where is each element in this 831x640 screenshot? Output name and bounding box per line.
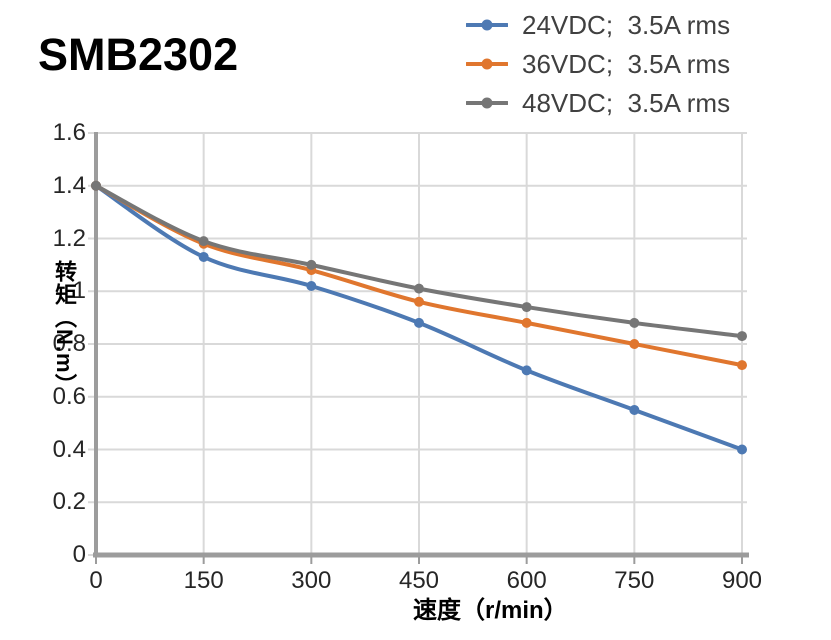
x-tick-label: 300: [291, 567, 332, 594]
chart-title: SMB2302: [38, 29, 239, 80]
y-tick-label: 1.2: [52, 224, 86, 252]
legend-label: 24VDC; 3.5A rms: [522, 9, 731, 40]
data-point-series-2: [629, 317, 640, 328]
data-point-series-2: [306, 259, 317, 270]
x-tick-label: 900: [721, 567, 763, 594]
data-point-series-2: [91, 180, 101, 191]
data-point-series-0: [629, 404, 640, 415]
x-axis-title: 速度（r/min）: [413, 597, 568, 624]
legend-line-marker-icon: [466, 97, 508, 108]
data-point-series-0: [306, 280, 317, 291]
legend: 24VDC; 3.5A rms 36VDC; 3.5A rms 48VDC; 3…: [466, 5, 730, 122]
y-tick-label: 1.4: [52, 171, 86, 199]
legend-item-24vdc: 24VDC; 3.5A rms: [466, 5, 730, 44]
y-tick-label: 0.4: [52, 435, 86, 463]
x-tick-label: 150: [183, 567, 224, 594]
y-tick-label: 1: [72, 277, 86, 305]
y-tick-label: 0.2: [52, 488, 86, 516]
data-point-series-0: [521, 365, 532, 376]
legend-item-48vdc: 48VDC; 3.5A rms: [466, 83, 730, 122]
data-point-series-0: [198, 251, 209, 262]
data-point-series-2: [198, 236, 209, 247]
legend-line-marker-icon: [466, 58, 508, 69]
data-point-series-0: [737, 444, 747, 455]
data-point-series-0: [414, 317, 424, 328]
y-axis-title: 转矩（N.m）: [52, 260, 77, 397]
data-point-series-1: [737, 360, 747, 371]
legend-label: 48VDC; 3.5A rms: [522, 87, 731, 118]
data-point-series-1: [414, 296, 424, 307]
data-point-series-1: [629, 339, 640, 349]
legend-item-36vdc: 36VDC; 3.5A rms: [466, 44, 730, 83]
x-tick-label: 600: [506, 567, 547, 594]
data-point-series-2: [414, 283, 424, 294]
data-point-series-2: [521, 302, 532, 313]
data-point-series-2: [737, 331, 747, 342]
x-tick-label: 0: [89, 567, 103, 594]
legend-label: 36VDC; 3.5A rms: [522, 48, 731, 79]
x-tick-label: 750: [614, 567, 655, 594]
y-tick-label: 0.6: [52, 382, 86, 410]
y-axis-tick-labels: 0 0.2 0.4 0.6 0.8 1 1.2 1.4 1.6: [0, 0, 86, 640]
x-tick-label: 450: [398, 567, 440, 594]
y-tick-label: 1.6: [52, 119, 86, 146]
y-tick-label: 0.8: [52, 330, 86, 357]
y-tick-label: 0: [72, 541, 86, 568]
data-point-series-1: [521, 317, 532, 328]
legend-line-marker-icon: [466, 19, 508, 30]
